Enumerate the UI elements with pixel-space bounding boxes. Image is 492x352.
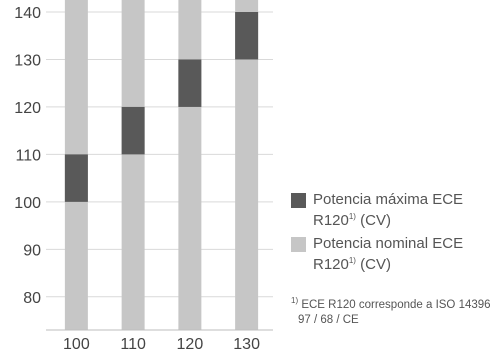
legend-label-unit: (CV)	[355, 212, 391, 229]
y-tick-label-130: 130	[14, 52, 41, 69]
legend-label-r120: R120	[313, 212, 349, 229]
legend-swatch-potencia-nominal	[291, 237, 306, 252]
footnote: 1) ECE R120 corresponde a ISO 14396 y 97…	[291, 296, 492, 328]
bar-120-maxima	[178, 59, 202, 107]
x-tick-label-130: 130	[233, 336, 260, 352]
x-tick-label-100: 100	[63, 336, 90, 352]
legend-label-potencia-nominal: Potencia nominal ECE R1201) (CV)	[313, 233, 463, 275]
legend-label-r120: R120	[313, 256, 349, 273]
y-tick-label-120: 120	[14, 100, 41, 117]
bar-120-nominal	[178, 0, 202, 330]
bar-110-nominal	[121, 0, 145, 330]
footnote-line-1: 1) ECE R120 corresponde a ISO 14396 y	[291, 296, 492, 313]
bar-110-maxima	[121, 106, 145, 155]
footnote-line-2: 97 / 68 / CE	[298, 314, 359, 326]
bars	[64, 0, 259, 331]
footnote-superscript: 1)	[291, 296, 299, 306]
bar-130-nominal	[235, 0, 259, 331]
x-tick-label-120: 120	[177, 336, 204, 352]
legend-item-potencia-maxima: Potencia máxima ECE R1201) (CV)	[291, 189, 491, 231]
y-tick-label-110: 110	[15, 147, 41, 164]
legend-label-line-2: R1201) (CV)	[313, 210, 463, 231]
legend-item-potencia-nominal: Potencia nominal ECE R1201) (CV)	[291, 233, 491, 275]
legend-label-unit: (CV)	[355, 256, 391, 273]
y-axis-ticks: 80 90 100 110 120 130 140	[14, 5, 41, 307]
legend-label-line-1: Potencia nominal ECE	[313, 235, 464, 252]
y-tick-label-100: 100	[14, 195, 41, 212]
x-tick-label-110: 110	[120, 336, 146, 352]
bar-100-maxima	[64, 154, 88, 202]
footnote-text-1: ECE R120 corresponde a ISO 14396 y	[298, 299, 492, 311]
legend-label-line-1: Potencia máxima ECE	[313, 191, 464, 208]
legend-label-line-2: R1201) (CV)	[313, 254, 463, 275]
legend-label-superscript: 1)	[348, 212, 356, 221]
x-axis-ticks: 100 110 120 130	[63, 336, 260, 352]
legend-swatch-potencia-maxima	[291, 193, 306, 208]
legend-label-superscript: 1)	[348, 256, 356, 265]
legend-label-potencia-maxima: Potencia máxima ECE R1201) (CV)	[313, 189, 463, 231]
legend: Potencia máxima ECE R1201) (CV) Potencia…	[291, 189, 491, 277]
y-tick-label-80: 80	[23, 290, 41, 307]
bar-130-maxima	[235, 12, 259, 60]
y-tick-label-90: 90	[23, 242, 41, 259]
y-tick-label-140: 140	[14, 5, 41, 22]
